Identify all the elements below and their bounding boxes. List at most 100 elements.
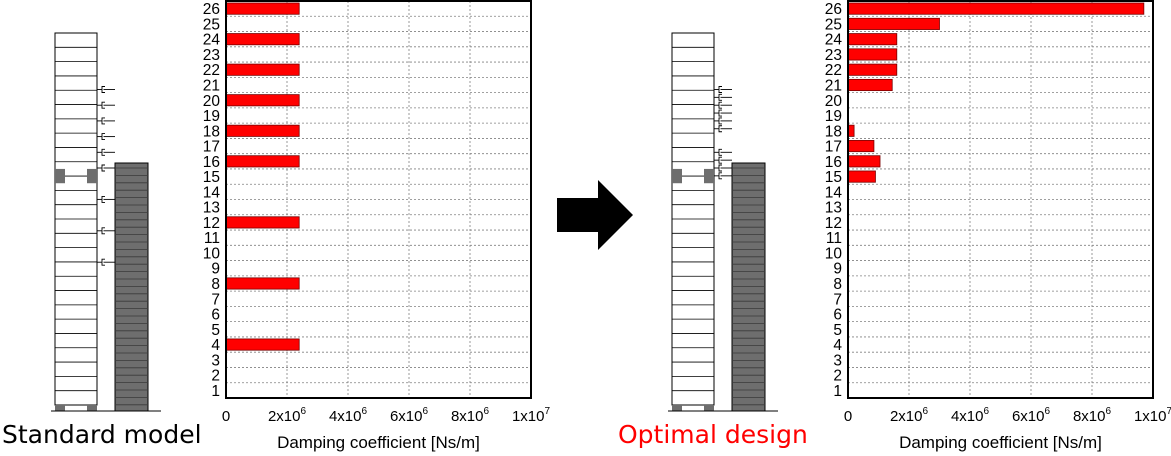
y-tick-label: 6 [833,307,842,324]
bar-floor-20 [225,94,300,107]
x-tick-label: 2x106 [268,406,307,425]
damper-cylinder [101,164,105,172]
damper-cylinder [718,109,722,117]
y-tick-label: 13 [825,200,842,217]
damper-cylinder [101,148,105,156]
y-tick-label: 22 [825,62,842,79]
x-tick-label: 4x106 [329,406,368,425]
y-tick-label: 1 [211,383,220,400]
y-tick-label: 12 [825,215,842,232]
y-tick-label: 4 [833,337,842,354]
y-tick-label: 20 [825,93,843,110]
x-tick-label: 6x106 [390,406,429,425]
bar-floor-22 [225,63,300,76]
x-tick-label: 8x106 [451,406,490,425]
transfer-block [704,168,714,184]
damper-cylinder [101,195,105,203]
y-tick-label: 2 [833,368,842,385]
y-tick-label: 22 [203,62,220,79]
bar-floor-22 [847,63,898,76]
y-tick-label: 19 [203,108,220,125]
y-tick-label: 26 [825,1,842,18]
damper-cylinder [718,172,722,180]
y-tick-label: 23 [825,47,842,64]
base-support [87,405,97,411]
damper-cylinder [718,101,722,109]
bar-floor-25 [847,17,940,30]
damper-cylinder [718,164,722,172]
y-tick-label: 9 [211,261,220,278]
damper-cylinder [718,148,722,156]
base-support [704,405,714,411]
damper-cylinder [101,101,105,109]
y-tick-label: 1 [833,383,842,400]
y-tick-label: 17 [203,139,220,156]
x-tick-label: 6x106 [1012,406,1051,425]
x-tick-label: 8x106 [1073,406,1112,425]
y-tick-label: 5 [833,322,842,339]
y-tick-label: 8 [211,276,220,293]
y-tick-label: 20 [203,93,221,110]
optimal-building-model [668,32,778,412]
y-tick-label: 6 [211,307,220,324]
y-tick-label: 19 [825,108,842,125]
transfer-block [672,168,682,184]
y-tick-label: 5 [211,322,220,339]
y-tick-label: 3 [211,352,220,369]
bar-floor-24 [225,33,300,46]
y-tick-label: 25 [203,16,220,33]
bar-floor-8 [225,277,300,290]
x-axis-label: Damping coefficient [Ns/m] [899,433,1102,452]
y-tick-label: 24 [825,32,843,49]
damper-cylinder [101,86,105,93]
bar-floor-17 [847,140,875,153]
y-tick-label: 18 [203,123,220,140]
y-tick-label: 4 [211,337,220,354]
y-tick-label: 2 [211,368,220,385]
y-tick-label: 17 [825,139,842,156]
x-tick-label: 0 [844,408,852,425]
plot-frame [847,0,1154,399]
y-tick-label: 13 [203,200,220,217]
optimal-design-caption: Optimal design [618,420,808,449]
y-tick-label: 21 [825,77,842,94]
standard-damping-chart: 1234567891011121314151617181920212223242… [203,0,551,452]
x-axis-label: Damping coefficient [Ns/m] [277,433,480,452]
x-tick-label: 1x107 [1134,406,1171,425]
y-tick-label: 8 [833,276,842,293]
damper-cylinder [101,133,105,141]
bar-floor-16 [225,155,300,168]
y-tick-label: 3 [833,352,842,369]
y-tick-label: 7 [211,291,220,308]
y-tick-label: 10 [825,245,843,262]
y-tick-label: 11 [204,230,220,247]
y-tick-label: 16 [203,154,220,171]
damper-cylinder [718,86,722,93]
base-support [55,405,65,411]
bar-floor-26 [225,2,300,15]
bar-floor-4 [225,338,300,351]
y-tick-label: 24 [203,32,221,49]
right-arrow-icon [557,180,633,250]
plot-frame [225,0,532,399]
y-tick-label: 10 [203,245,221,262]
bar-floor-21 [847,78,893,92]
y-tick-label: 14 [825,184,843,201]
standard-model-caption: Standard model [2,420,202,449]
y-tick-label: 18 [825,123,842,140]
bar-floor-24 [847,33,898,46]
y-tick-label: 7 [833,291,842,308]
y-tick-label: 21 [203,77,220,94]
base-support [672,405,682,411]
y-tick-label: 12 [203,215,220,232]
adjacent-structure [114,162,149,412]
damper-cylinder [718,125,722,133]
damper-cylinder [718,117,722,125]
x-tick-label: 1x107 [512,406,551,425]
y-tick-label: 9 [833,261,842,278]
damper-cylinder [101,227,105,235]
bar-floor-26 [847,2,1145,15]
optimal-damping-chart: 1234567891011121314151617181920212223242… [825,0,1171,452]
x-tick-label: 4x106 [951,406,990,425]
